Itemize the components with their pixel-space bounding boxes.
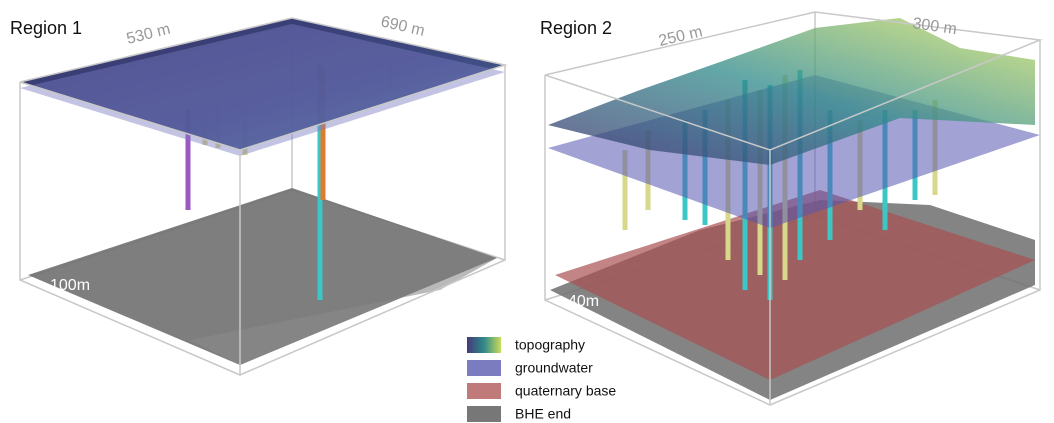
legend-label: BHE end [515, 406, 571, 422]
groundwater-layer [20, 24, 505, 156]
legend-label: groundwater [515, 360, 593, 376]
legend: topography groundwater quaternary base B… [467, 337, 616, 422]
panel-region-2: Region 2 250 m 300 m 40m [540, 12, 1040, 405]
dimension-label: 690 m [379, 13, 426, 40]
figure: Region 1 530 m 690 m 100m Region 2 250 m… [0, 0, 1054, 423]
legend-swatch [467, 337, 501, 353]
panel-title: Region 2 [540, 18, 612, 38]
panel-title: Region 1 [10, 18, 82, 38]
depth-label: 100m [50, 277, 90, 294]
panel-region-1: Region 1 530 m 690 m 100m [10, 13, 505, 375]
legend-swatch [467, 383, 501, 399]
legend-swatch [467, 360, 501, 376]
depth-label: 40m [568, 293, 599, 310]
dimension-label: 530 m [125, 21, 172, 48]
dimension-label: 250 m [657, 23, 704, 50]
legend-label: quaternary base [515, 383, 616, 399]
legend-swatch [467, 406, 501, 422]
legend-label: topography [515, 337, 585, 353]
